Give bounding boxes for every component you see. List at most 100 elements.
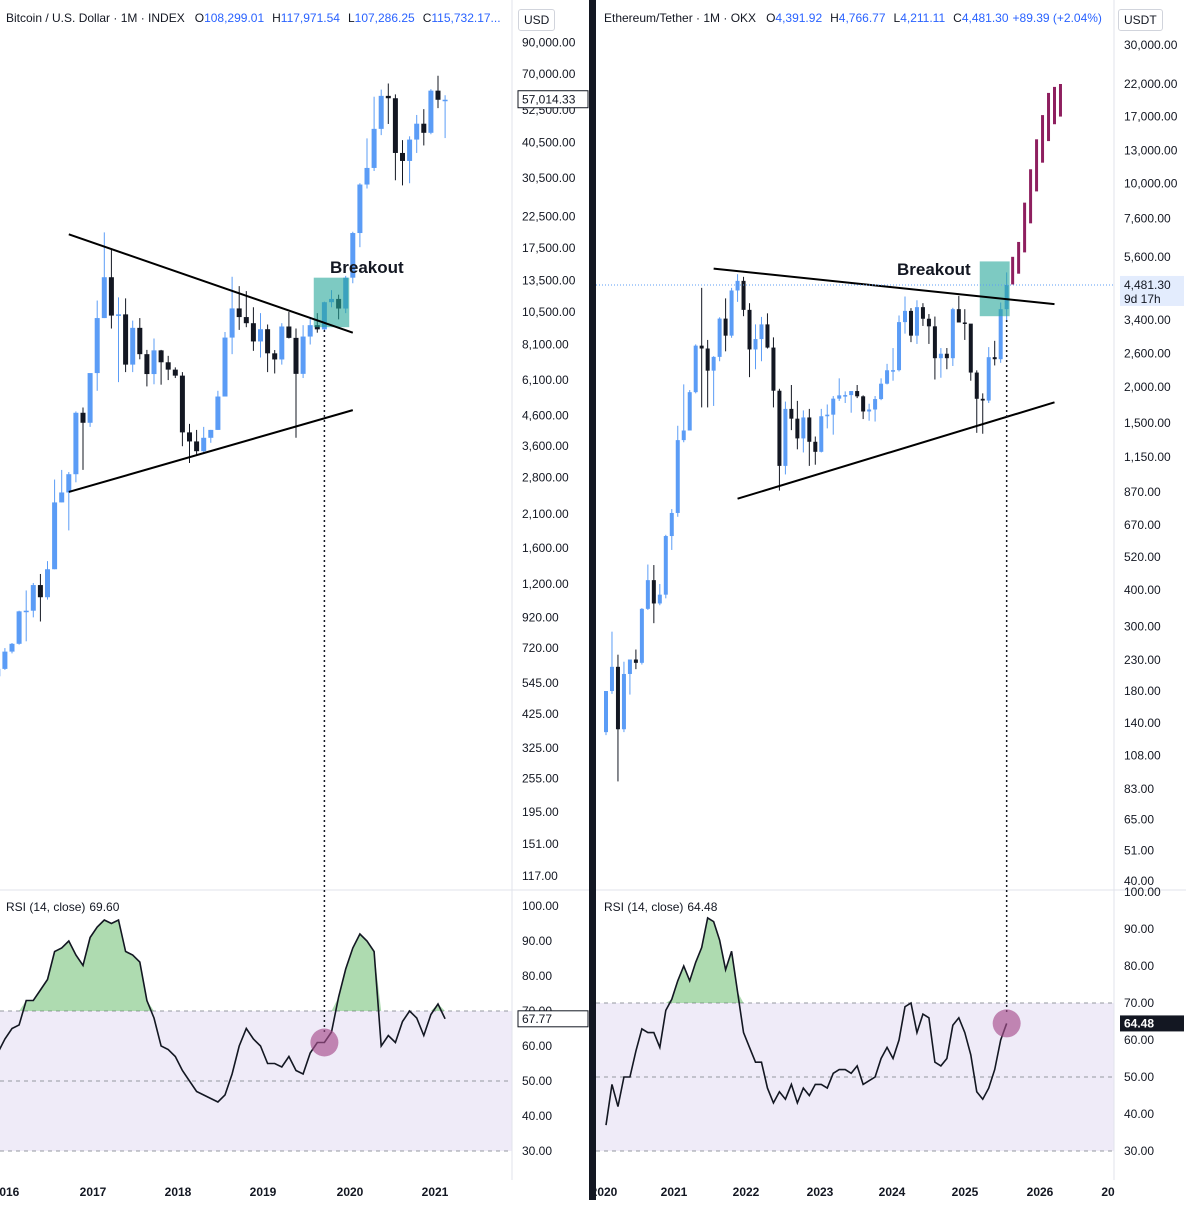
eth-price-tick: 230.00 xyxy=(1124,653,1161,667)
eth-rsi-tick: 100.00 xyxy=(1124,885,1161,899)
eth-candle xyxy=(759,324,763,339)
eth-breakout-box xyxy=(980,261,1010,316)
eth-candle xyxy=(975,373,979,399)
eth-price-tick: 180.00 xyxy=(1124,684,1161,698)
eth-rsi-tick: 50.00 xyxy=(1124,1070,1154,1084)
eth-price-tick: 2,000.00 xyxy=(1124,380,1171,394)
btc-candle xyxy=(407,140,412,161)
eth-price-tick: 3,400.00 xyxy=(1124,313,1171,327)
eth-candle xyxy=(843,395,847,397)
eth-candle xyxy=(885,370,889,383)
btc-candle xyxy=(2,652,7,669)
btc-candle xyxy=(393,98,398,153)
btc-candle xyxy=(223,338,228,397)
eth-year-label: 2022 xyxy=(733,1185,760,1199)
btc-candle xyxy=(443,100,448,102)
btc-candle xyxy=(66,474,71,492)
btc-price-tick: 13,500.00 xyxy=(522,273,576,287)
eth-candle xyxy=(628,660,632,674)
eth-price-tick: 13,000.00 xyxy=(1124,143,1178,157)
eth-candle xyxy=(945,354,949,358)
btc-currency-button[interactable]: USD xyxy=(518,9,555,31)
btc-candle xyxy=(81,413,86,423)
eth-candle xyxy=(688,392,692,430)
eth-candle xyxy=(891,370,895,372)
btc-rsi-overbought-fill xyxy=(19,920,154,1011)
eth-candle xyxy=(748,310,752,350)
eth-candle xyxy=(903,311,907,322)
btc-breakout-label: Breakout xyxy=(330,258,404,277)
eth-candle xyxy=(813,442,817,452)
eth-price-tick: 140.00 xyxy=(1124,716,1161,730)
eth-rsi-marker xyxy=(993,1009,1021,1037)
btc-candle xyxy=(38,585,43,597)
eth-candle xyxy=(825,415,829,417)
btc-price-tick: 720.00 xyxy=(522,641,559,655)
btc-candle xyxy=(230,308,235,337)
btc-price-tick: 117.00 xyxy=(522,869,558,883)
eth-candle xyxy=(694,346,698,393)
eth-rsi-tick: 30.00 xyxy=(1124,1144,1154,1158)
eth-price-tick: 7,600.00 xyxy=(1124,211,1171,225)
eth-candle xyxy=(849,391,853,395)
eth-price-tick: 300.00 xyxy=(1124,619,1161,633)
eth-price-tick: 400.00 xyxy=(1124,583,1161,597)
eth-candle xyxy=(789,409,793,419)
btc-price-tick: 325.00 xyxy=(522,741,559,755)
eth-candle xyxy=(861,396,865,411)
btc-candle xyxy=(251,323,256,341)
btc-rsi-tick: 30.00 xyxy=(522,1144,552,1158)
btc-rsi-tick: 40.00 xyxy=(522,1109,552,1123)
btc-candle xyxy=(59,492,64,502)
btc-price-tick: 2,800.00 xyxy=(522,471,569,485)
btc-candle xyxy=(180,376,185,433)
btc-candle xyxy=(237,308,242,317)
btc-pane: 90,000.0070,000.0052,500.0040,500.0030,5… xyxy=(0,35,590,1199)
eth-candle xyxy=(700,346,704,349)
btc-candle xyxy=(173,370,178,376)
eth-price-tick: 5,600.00 xyxy=(1124,250,1171,264)
eth-close: 4,481.30 xyxy=(962,11,1009,25)
btc-price-tick: 22,500.00 xyxy=(522,209,576,223)
btc-candle xyxy=(436,91,441,100)
eth-breakout-label: Breakout xyxy=(897,260,971,279)
eth-rsi-tick: 70.00 xyxy=(1124,996,1154,1010)
eth-symbol-title[interactable]: Ethereum/Tether · 1M · OKX xyxy=(604,11,756,25)
btc-price-tick: 425.00 xyxy=(522,707,559,721)
eth-candles xyxy=(604,272,1009,781)
eth-candle xyxy=(706,349,710,371)
btc-time-axis: 201620172018201920202021 xyxy=(0,1185,449,1199)
eth-candle xyxy=(754,339,758,349)
btc-candle xyxy=(372,129,377,168)
btc-symbol-title[interactable]: Bitcoin / U.S. Dollar · 1M · INDEX xyxy=(6,11,185,25)
btc-candle xyxy=(187,432,192,441)
eth-candle xyxy=(676,440,680,513)
eth-candle xyxy=(927,319,931,327)
btc-candle xyxy=(130,328,135,365)
eth-candle xyxy=(795,419,799,439)
btc-candle xyxy=(308,325,313,336)
btc-price-tick: 4,600.00 xyxy=(522,408,569,422)
btc-candle xyxy=(194,441,199,451)
eth-low: 4,211.11 xyxy=(900,11,945,25)
btc-candle xyxy=(414,124,419,140)
eth-candle xyxy=(909,311,913,336)
eth-candle xyxy=(969,324,973,373)
eth-price-tick: 2,600.00 xyxy=(1124,347,1171,361)
eth-year-label: 20 xyxy=(1101,1185,1115,1199)
btc-year-label: 2017 xyxy=(80,1185,107,1199)
eth-candle xyxy=(801,417,805,438)
btc-price-tick: 30,500.00 xyxy=(522,171,576,185)
btc-price-tick: 1,200.00 xyxy=(522,577,569,591)
eth-rsi-tick: 40.00 xyxy=(1124,1107,1154,1121)
eth-candle xyxy=(807,417,811,441)
btc-year-label: 2020 xyxy=(337,1185,364,1199)
eth-year-label: 2021 xyxy=(661,1185,688,1199)
eth-currency-button[interactable]: USDT xyxy=(1118,9,1163,31)
eth-candle xyxy=(951,309,955,358)
eth-rsi-badge-text: 64.48 xyxy=(1124,1016,1154,1030)
btc-rsi-tick: 80.00 xyxy=(522,969,552,983)
